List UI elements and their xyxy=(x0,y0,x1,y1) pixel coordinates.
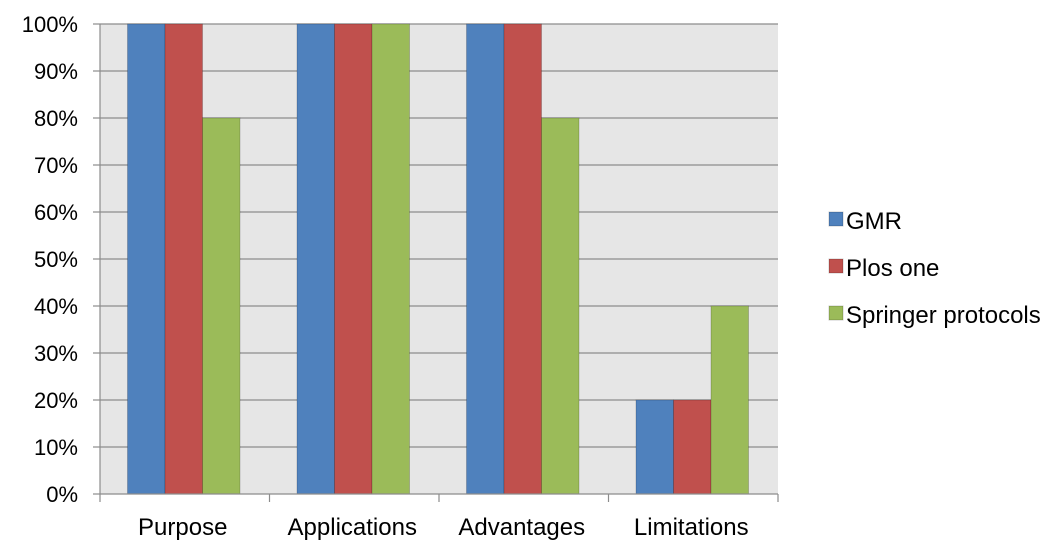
x-category-label: Applications xyxy=(288,514,417,541)
bar-springer-protocols xyxy=(371,23,410,495)
y-tick-label: 50% xyxy=(34,247,78,272)
bar-springer-protocols xyxy=(710,305,749,495)
bar-gmr xyxy=(635,399,674,495)
bar-gmr xyxy=(466,23,505,495)
bar-plos-one xyxy=(673,399,712,495)
bar-plos-one xyxy=(334,23,373,495)
y-tick-label: 70% xyxy=(34,153,78,178)
y-tick-label: 10% xyxy=(34,435,78,460)
bar-gmr xyxy=(127,23,166,495)
legend-label: GMR xyxy=(846,208,902,235)
y-tick-label: 90% xyxy=(34,59,78,84)
legend-swatch-gmr xyxy=(828,211,844,227)
y-tick-label: 60% xyxy=(34,200,78,225)
y-tick-label: 100% xyxy=(22,12,78,37)
bar-gmr xyxy=(296,23,335,495)
bar-springer-protocols xyxy=(541,117,580,495)
bar-plos-one xyxy=(164,23,203,495)
y-tick-label: 0% xyxy=(46,482,78,507)
legend-label: Springer protocols xyxy=(846,302,1041,329)
y-tick-label: 20% xyxy=(34,388,78,413)
x-category-label: Limitations xyxy=(634,514,749,541)
x-category-label: Advantages xyxy=(458,514,585,541)
bar-plos-one xyxy=(503,23,542,495)
legend-label: Plos one xyxy=(846,255,939,282)
legend-swatch-springer-protocols xyxy=(828,305,844,321)
y-tick-label: 80% xyxy=(34,106,78,131)
y-tick-label: 40% xyxy=(34,294,78,319)
x-category-label: Purpose xyxy=(138,514,227,541)
legend-swatch-plos-one xyxy=(828,258,844,274)
y-tick-label: 30% xyxy=(34,341,78,366)
bar-springer-protocols xyxy=(202,117,241,495)
